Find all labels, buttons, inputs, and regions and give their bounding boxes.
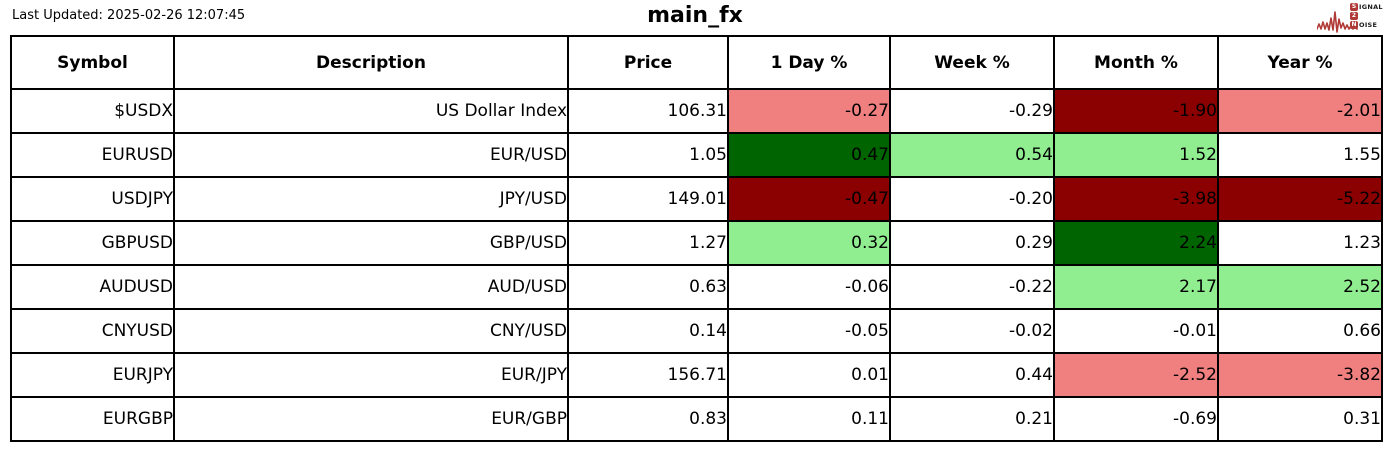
- cell-1day-pct: 0.32: [727, 220, 891, 266]
- cell-description: GBP/USD: [173, 220, 569, 266]
- cell-week-pct: 0.29: [889, 220, 1055, 266]
- cell-year-pct: 2.52: [1217, 264, 1383, 310]
- header-row: Symbol Description Price 1 Day % Week % …: [10, 35, 1383, 90]
- fx-table: Symbol Description Price 1 Day % Week % …: [10, 35, 1383, 442]
- cell-year-pct: 0.66: [1217, 308, 1383, 354]
- cell-month-pct: -3.98: [1053, 176, 1219, 222]
- cell-month-pct: 2.24: [1053, 220, 1219, 266]
- cell-description: JPY/USD: [173, 176, 569, 222]
- cell-month-pct: -2.52: [1053, 352, 1219, 398]
- logo-chip-s: S: [1350, 3, 1358, 11]
- cell-month-pct: -1.90: [1053, 88, 1219, 134]
- cell-description: EUR/JPY: [173, 352, 569, 398]
- cell-price: 1.27: [567, 220, 729, 266]
- cell-price: 0.63: [567, 264, 729, 310]
- cell-1day-pct: -0.47: [727, 176, 891, 222]
- cell-year-pct: 0.31: [1217, 396, 1383, 442]
- col-header-year: Year %: [1217, 35, 1383, 90]
- table-row-cnyusd: CNYUSD CNY/USD 0.14 -0.05 -0.02 -0.01 0.…: [10, 308, 1383, 354]
- cell-symbol: USDJPY: [10, 176, 175, 222]
- cell-description: US Dollar Index: [173, 88, 569, 134]
- cell-month-pct: 1.52: [1053, 132, 1219, 178]
- fx-table-body: $USDX US Dollar Index 106.31 -0.27 -0.29…: [10, 88, 1383, 442]
- logo-line-noise: N OISE: [1350, 21, 1377, 29]
- cell-symbol: EURJPY: [10, 352, 175, 398]
- logo-word-noise: OISE: [1359, 20, 1378, 29]
- cell-week-pct: 0.44: [889, 352, 1055, 398]
- cell-year-pct: 1.23: [1217, 220, 1383, 266]
- logo-line-signal: S IGNAL: [1350, 3, 1383, 11]
- cell-1day-pct: 0.11: [727, 396, 891, 442]
- table-row-audusd: AUDUSD AUD/USD 0.63 -0.06 -0.22 2.17 2.5…: [10, 264, 1383, 310]
- table-row-usdjpy: USDJPY JPY/USD 149.01 -0.47 -0.20 -3.98 …: [10, 176, 1383, 222]
- cell-description: EUR/GBP: [173, 396, 569, 442]
- signal2noise-logo: S IGNAL 2 N OISE: [1317, 2, 1385, 34]
- page-title: main_fx: [647, 3, 743, 28]
- cell-symbol: GBPUSD: [10, 220, 175, 266]
- col-header-month: Month %: [1053, 35, 1219, 90]
- cell-week-pct: 0.21: [889, 396, 1055, 442]
- cell-price: 0.83: [567, 396, 729, 442]
- cell-year-pct: 1.55: [1217, 132, 1383, 178]
- cell-description: AUD/USD: [173, 264, 569, 310]
- cell-year-pct: -3.82: [1217, 352, 1383, 398]
- table-row-eurusd: EURUSD EUR/USD 1.05 0.47 0.54 1.52 1.55: [10, 132, 1383, 178]
- logo-chip-2: 2: [1350, 12, 1358, 20]
- col-header-description: Description: [173, 35, 569, 90]
- cell-1day-pct: 0.01: [727, 352, 891, 398]
- table-row-usdx: $USDX US Dollar Index 106.31 -0.27 -0.29…: [10, 88, 1383, 134]
- table-row-gbpusd: GBPUSD GBP/USD 1.27 0.32 0.29 2.24 1.23: [10, 220, 1383, 266]
- cell-year-pct: -2.01: [1217, 88, 1383, 134]
- col-header-symbol: Symbol: [10, 35, 175, 90]
- cell-price: 106.31: [567, 88, 729, 134]
- cell-1day-pct: -0.27: [727, 88, 891, 134]
- cell-week-pct: -0.20: [889, 176, 1055, 222]
- cell-month-pct: 2.17: [1053, 264, 1219, 310]
- cell-month-pct: -0.69: [1053, 396, 1219, 442]
- cell-year-pct: -5.22: [1217, 176, 1383, 222]
- cell-1day-pct: -0.05: [727, 308, 891, 354]
- logo-word-signal: IGNAL: [1359, 2, 1383, 11]
- logo-line-2: 2: [1350, 12, 1359, 20]
- last-updated-timestamp: Last Updated: 2025-02-26 12:07:45: [12, 8, 246, 23]
- cell-symbol: AUDUSD: [10, 264, 175, 310]
- cell-price: 149.01: [567, 176, 729, 222]
- cell-week-pct: -0.29: [889, 88, 1055, 134]
- cell-description: CNY/USD: [173, 308, 569, 354]
- col-header-1day: 1 Day %: [727, 35, 891, 90]
- cell-price: 156.71: [567, 352, 729, 398]
- cell-1day-pct: 0.47: [727, 132, 891, 178]
- cell-week-pct: -0.02: [889, 308, 1055, 354]
- cell-1day-pct: -0.06: [727, 264, 891, 310]
- table-row-eurjpy: EURJPY EUR/JPY 156.71 0.01 0.44 -2.52 -3…: [10, 352, 1383, 398]
- fx-table-header: Symbol Description Price 1 Day % Week % …: [10, 35, 1383, 90]
- col-header-price: Price: [567, 35, 729, 90]
- logo-text: S IGNAL 2 N OISE: [1350, 3, 1383, 29]
- cell-week-pct: 0.54: [889, 132, 1055, 178]
- cell-symbol: $USDX: [10, 88, 175, 134]
- cell-month-pct: -0.01: [1053, 308, 1219, 354]
- cell-price: 0.14: [567, 308, 729, 354]
- cell-symbol: CNYUSD: [10, 308, 175, 354]
- cell-price: 1.05: [567, 132, 729, 178]
- cell-description: EUR/USD: [173, 132, 569, 178]
- col-header-week: Week %: [889, 35, 1055, 90]
- cell-symbol: EURGBP: [10, 396, 175, 442]
- logo-chip-n: N: [1350, 21, 1358, 29]
- cell-symbol: EURUSD: [10, 132, 175, 178]
- table-row-eurgbp: EURGBP EUR/GBP 0.83 0.11 0.21 -0.69 0.31: [10, 396, 1383, 442]
- cell-week-pct: -0.22: [889, 264, 1055, 310]
